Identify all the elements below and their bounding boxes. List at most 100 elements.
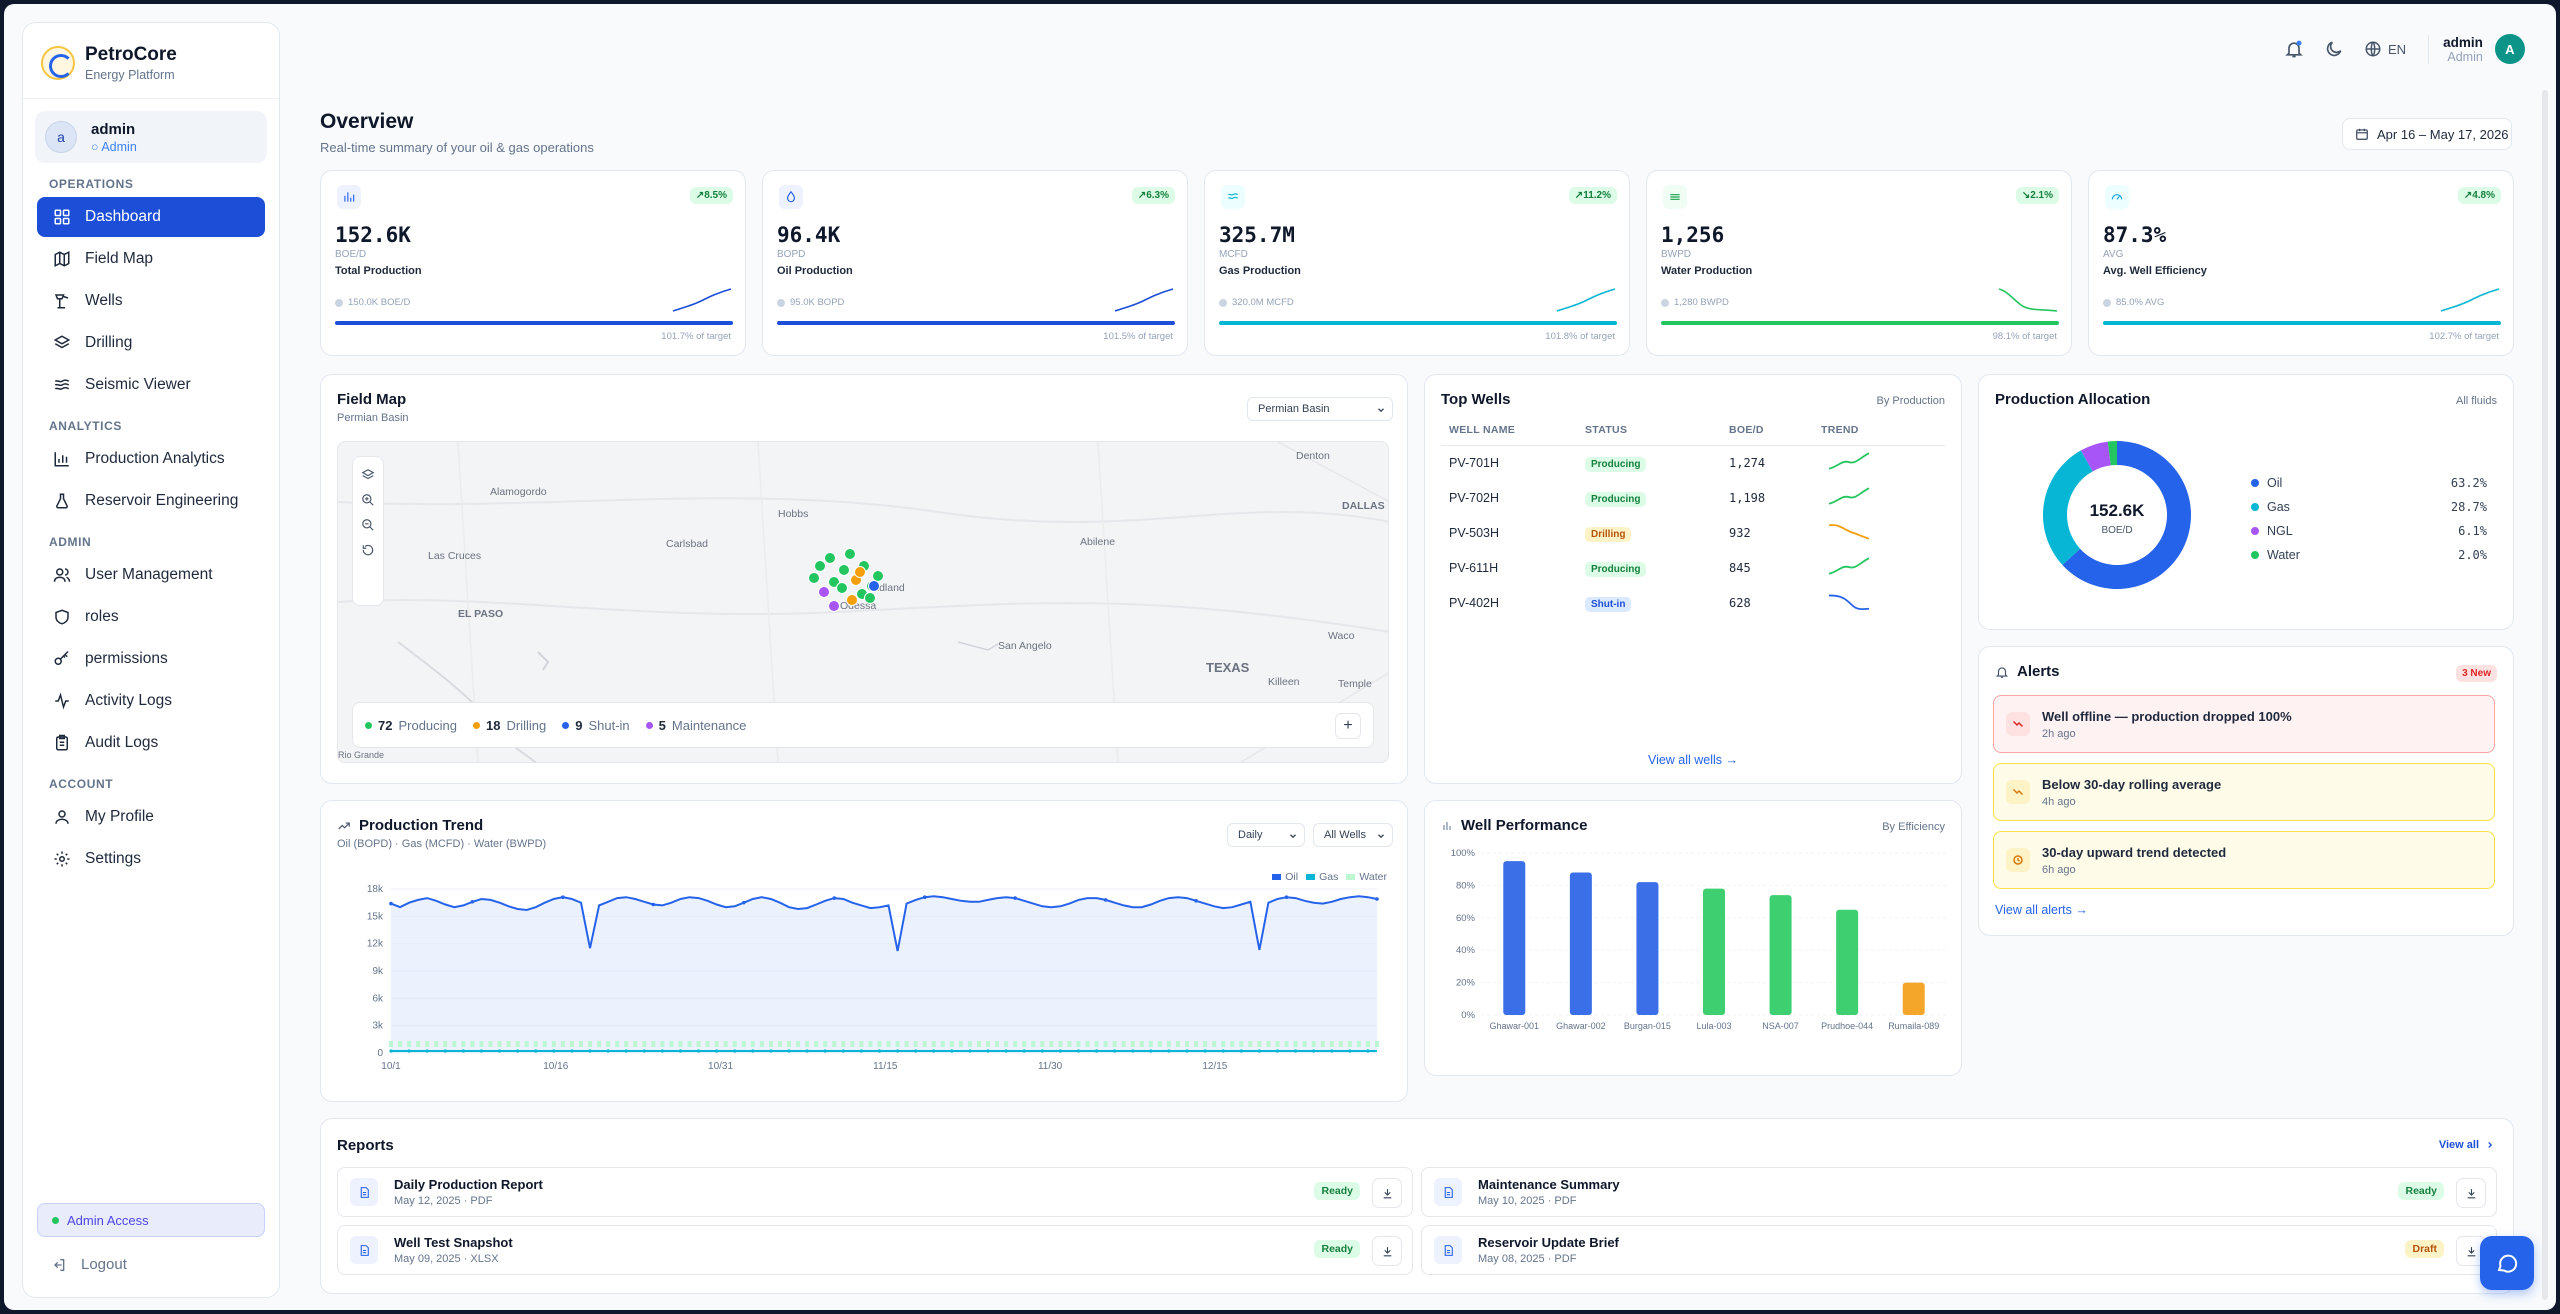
brand[interactable]: PetroCore Energy Platform <box>23 23 279 99</box>
view-all-reports-link[interactable]: View all <box>2439 1139 2495 1151</box>
report-item[interactable]: Daily Production Report May 12, 2025 · PD… <box>337 1167 1413 1217</box>
oil-point[interactable] <box>1013 896 1017 900</box>
view-all-wells-link[interactable]: View all wells → <box>1647 753 1739 767</box>
donut-slice-water[interactable] <box>2107 441 2117 466</box>
sidebar-item-audit-logs[interactable]: Audit Logs <box>37 723 265 763</box>
field-map[interactable]: Denton Alamogordo Hobbs DALLAS Las Cruce… <box>337 441 1389 763</box>
donut-slice-oil[interactable] <box>2062 441 2191 589</box>
user-card[interactable]: a admin ○ Admin <box>35 111 267 163</box>
sidebar-item-roles[interactable]: roles <box>37 597 265 637</box>
sidebar-item-reservoir-engineering[interactable]: Reservoir Engineering <box>37 481 265 521</box>
period-select[interactable]: Daily <box>1227 823 1305 847</box>
oil-point[interactable] <box>651 902 656 907</box>
table-row[interactable]: PV-503H Drilling 932 <box>1441 515 1945 550</box>
well-performance-chart[interactable]: 0% 20% 40% 60% 80% 100% Ghawar-001 Ghawar-002 Bu… <box>1425 843 1963 1073</box>
water-bar <box>470 1041 475 1047</box>
report-item[interactable]: Well Test Snapshot May 09, 2025 · XLSX Rea… <box>337 1225 1413 1275</box>
bell-icon[interactable] <box>2284 39 2304 59</box>
chat-button[interactable] <box>2480 1236 2534 1290</box>
table-row[interactable]: PV-702H Producing 1,198 <box>1441 480 1945 515</box>
bar[interactable] <box>1703 888 1725 1015</box>
report-item[interactable]: Reservoir Update Brief May 08, 2025 · PDF… <box>1421 1225 2497 1275</box>
oil-point[interactable] <box>741 900 746 905</box>
kpi-card[interactable]: ↗6.3% 96.4K BOPD Oil Production 95.0K BOPD 10… <box>762 170 1188 356</box>
view-all-alerts-link[interactable]: View all alerts → <box>1995 903 2088 917</box>
gas-point <box>1275 1049 1280 1053</box>
report-item[interactable]: Maintenance Summary May 10, 2025 · PDF Rea… <box>1421 1167 2497 1217</box>
well-marker[interactable] <box>818 586 830 598</box>
water-bar <box>931 1041 936 1047</box>
bar[interactable] <box>1769 895 1792 1015</box>
well-perf-sort[interactable]: By Efficiency <box>1882 821 1945 833</box>
sidebar-item-user-management[interactable]: User Management <box>37 555 265 595</box>
production-trend-chart[interactable]: 0 3k 6k 9k 12k 15k 18k 10/1 10/16 10/31 11/15 11/30… <box>321 881 1409 1091</box>
layers-icon[interactable] <box>361 468 375 482</box>
bar[interactable] <box>1636 882 1659 1015</box>
kpi-card[interactable]: ↗11.2% 325.7M MCFD Gas Production 320.0M MCF… <box>1204 170 1630 356</box>
well-marker[interactable] <box>828 600 840 612</box>
zoom-in-icon[interactable] <box>361 493 375 507</box>
bar[interactable] <box>1569 872 1592 1015</box>
table-row[interactable]: PV-701H Producing 1,274 <box>1441 445 1945 480</box>
reset-icon[interactable] <box>361 543 375 557</box>
logout-button[interactable]: Logout <box>51 1256 127 1273</box>
oil-point[interactable] <box>832 896 837 900</box>
sidebar-item-seismic-viewer[interactable]: Seismic Viewer <box>37 365 265 405</box>
wells-select[interactable]: All Wells <box>1313 823 1393 847</box>
sidebar-item-production-analytics[interactable]: Production Analytics <box>37 439 265 479</box>
kpi-card[interactable]: ↘2.1% 1,256 BWPD Water Production 1,280 BWPD… <box>1646 170 2072 356</box>
expand-legend-button[interactable]: + <box>1335 713 1361 739</box>
sidebar-item-field-map[interactable]: Field Map <box>37 239 265 279</box>
oil-point[interactable] <box>389 901 393 906</box>
sidebar-item-activity-logs[interactable]: Activity Logs <box>37 681 265 721</box>
download-button[interactable] <box>1372 1178 1402 1208</box>
kpi-card[interactable]: ↗4.8% 87.3% AVG Avg. Well Efficiency 85.0% A… <box>2088 170 2514 356</box>
top-wells-sort[interactable]: By Production <box>1876 395 1945 407</box>
alert-item[interactable]: Below 30-day rolling average 4h ago <box>1993 763 2495 821</box>
alert-item[interactable]: Well offline — production dropped 100% 2h… <box>1993 695 2495 753</box>
language-switcher[interactable]: EN <box>2364 40 2406 58</box>
oil-point[interactable] <box>470 899 475 904</box>
sidebar-item-permissions[interactable]: permissions <box>37 639 265 679</box>
bar[interactable] <box>1836 909 1859 1015</box>
oil-point[interactable] <box>1375 897 1379 901</box>
donut-slice-gas[interactable] <box>2043 450 2093 565</box>
sidebar-item-wells[interactable]: Wells <box>37 281 265 321</box>
oil-point[interactable] <box>922 895 927 899</box>
bar[interactable] <box>1503 861 1526 1015</box>
bar[interactable] <box>1902 982 1925 1015</box>
well-marker[interactable] <box>868 580 880 592</box>
well-marker[interactable] <box>864 592 876 604</box>
basin-select[interactable]: Permian Basin <box>1247 397 1393 421</box>
well-marker[interactable] <box>838 564 850 576</box>
sidebar-item-settings[interactable]: Settings <box>37 839 265 879</box>
well-marker[interactable] <box>836 582 848 594</box>
download-button[interactable] <box>2456 1178 2486 1208</box>
table-row[interactable]: PV-611H Producing 845 <box>1441 550 1945 585</box>
well-marker[interactable] <box>846 594 858 606</box>
zoom-out-icon[interactable] <box>361 518 375 532</box>
donut-slice-ngl[interactable] <box>2080 441 2111 472</box>
alert-item[interactable]: 30-day upward trend detected 6h ago <box>1993 831 2495 889</box>
kpi-card[interactable]: ↗8.5% 152.6K BOE/D Total Production 150.0K B… <box>320 170 746 356</box>
moon-icon[interactable] <box>2324 39 2344 59</box>
sidebar-item-drilling[interactable]: Drilling <box>37 323 265 363</box>
topbar-user[interactable]: admin Admin <box>2428 34 2483 64</box>
well-marker[interactable] <box>814 560 826 572</box>
sidebar-item-dashboard[interactable]: Dashboard <box>37 197 265 237</box>
date-range-picker[interactable]: Apr 16 – May 17, 2026 <box>2342 118 2512 150</box>
change-arrow-icon: ↗ <box>2463 190 2473 201</box>
table-row[interactable]: PV-402H Shut-in 628 <box>1441 585 1945 620</box>
well-marker[interactable] <box>844 548 856 560</box>
oil-point[interactable] <box>1284 895 1289 899</box>
avatar[interactable]: A <box>2494 34 2525 64</box>
oil-point[interactable] <box>1103 898 1108 902</box>
well-marker[interactable] <box>808 572 820 584</box>
well-marker[interactable] <box>854 566 866 578</box>
well-marker[interactable] <box>824 552 836 564</box>
sidebar-item-my-profile[interactable]: My Profile <box>37 797 265 837</box>
scrollbar[interactable] <box>2542 90 2548 1300</box>
oil-point[interactable] <box>561 895 565 899</box>
oil-point[interactable] <box>1194 899 1198 903</box>
download-button[interactable] <box>1372 1236 1402 1266</box>
